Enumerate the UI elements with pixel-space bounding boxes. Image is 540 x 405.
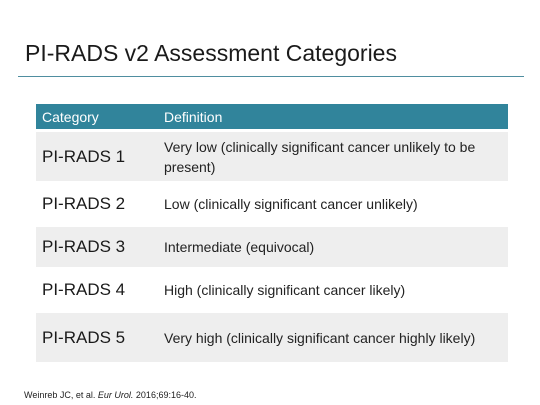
category-cell: PI-RADS 4 — [42, 280, 126, 299]
definition-cell: Very high (clinically significant cancer… — [164, 329, 476, 346]
category-cell: PI-RADS 5 — [42, 327, 126, 347]
category-cell: PI-RADS 1 — [42, 146, 126, 166]
header-category: Category — [42, 108, 99, 125]
category-cell: PI-RADS 2 — [42, 194, 126, 213]
slide-title: PI-RADS v2 Assessment Categories — [25, 40, 397, 66]
assessment-table: Category Definition PI-RADS 1 Very low (… — [36, 104, 508, 362]
table-header-row: Category Definition — [36, 104, 508, 129]
category-cell: PI-RADS 3 — [42, 237, 126, 256]
citation-authors: Weinreb JC, et al. — [24, 390, 96, 400]
header-definition: Definition — [164, 108, 223, 125]
table-row: PI-RADS 3 Intermediate (equivocal) — [36, 227, 508, 267]
title-divider — [18, 76, 524, 77]
definition-cell: High (clinically significant cancer like… — [164, 282, 406, 298]
definition-cell: Intermediate (equivocal) — [164, 239, 315, 255]
table-row: PI-RADS 4 High (clinically significant c… — [36, 270, 508, 310]
table-row: PI-RADS 5 Very high (clinically signific… — [36, 313, 508, 362]
definition-cell: Low (clinically significant cancer unlik… — [164, 196, 418, 212]
citation-details: 2016;69:16-40. — [135, 390, 197, 400]
citation: Weinreb JC, et al. Eur Urol. 2016;69:16-… — [24, 390, 196, 400]
table-row: PI-RADS 2 Low (clinically significant ca… — [36, 184, 508, 224]
definition-cell: Very low (clinically significant cancer … — [164, 138, 476, 175]
citation-journal: Eur Urol. — [97, 390, 134, 400]
table-row: PI-RADS 1 Very low (clinically significa… — [36, 132, 508, 181]
